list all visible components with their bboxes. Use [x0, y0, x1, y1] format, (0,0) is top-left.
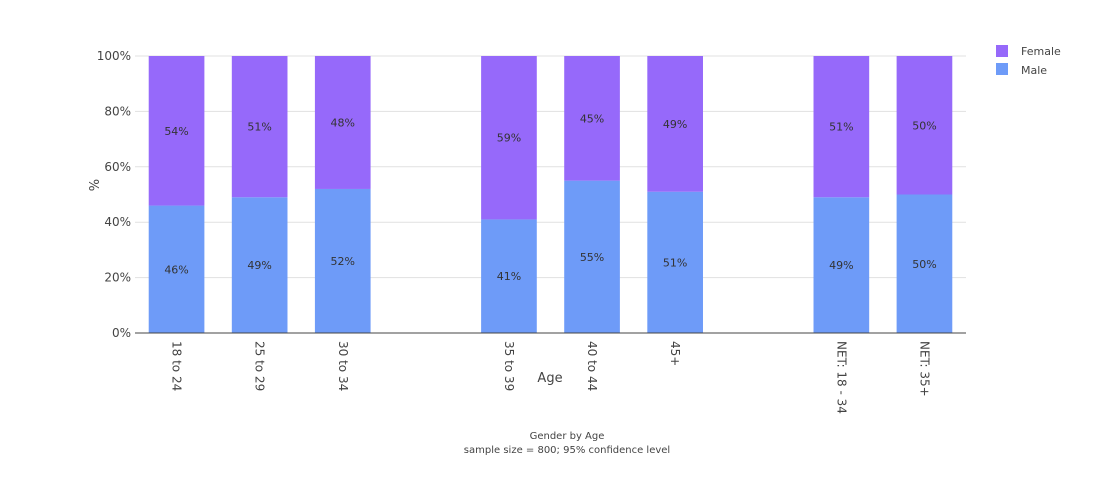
bar-data-label: 52%: [331, 255, 355, 268]
bar-data-label: 50%: [912, 258, 936, 271]
y-tick-label: 0%: [112, 326, 131, 340]
bar-data-label: 51%: [829, 121, 853, 134]
bar-data-label: 54%: [164, 125, 188, 138]
bar-data-label: 51%: [247, 121, 271, 134]
bar-female[interactable]: [231, 56, 288, 198]
bar-male[interactable]: [564, 180, 620, 333]
y-tick-label: 100%: [97, 49, 131, 63]
bar-data-label: 55%: [580, 251, 604, 264]
y-axis-title: %: [88, 179, 103, 191]
bar-male[interactable]: [896, 194, 953, 334]
bar-female[interactable]: [647, 56, 703, 192]
bar-female[interactable]: [564, 56, 620, 181]
bar-data-label: 46%: [164, 263, 188, 276]
bar-female[interactable]: [148, 56, 205, 206]
bar-male[interactable]: [813, 197, 870, 333]
caption-title: Gender by Age: [530, 431, 605, 442]
x-tick-label: NET: 18 - 34: [834, 341, 848, 414]
legend-label-female[interactable]: Female: [1021, 45, 1061, 58]
legend: Female Male: [996, 45, 1061, 77]
legend-swatch-female[interactable]: [996, 45, 1008, 57]
bar-data-label: 49%: [829, 259, 853, 272]
legend-swatch-male[interactable]: [996, 63, 1008, 75]
bar-male[interactable]: [231, 197, 288, 333]
y-axis-ticks: 0% 20% 40% 60% 80% 100%: [97, 49, 131, 340]
x-axis-ticks: 18 to 24 25 to 29 30 to 34 35 to 39 40 to 44…: [170, 341, 932, 414]
x-tick-label: NET: 35+: [917, 341, 931, 397]
x-tick-label: 40 to 44: [585, 341, 599, 391]
bar-female[interactable]: [314, 56, 371, 189]
x-tick-label: 30 to 34: [336, 341, 350, 391]
caption-subtitle: sample size = 800; 95% confidence level: [464, 445, 670, 456]
bars: 46% 54% 49% 51% 52% 48% 41% 59% 55% 45% 51% 49% 49% 5…: [148, 56, 953, 334]
y-tick-label: 80%: [104, 104, 131, 118]
x-tick-label: 25 to 29: [253, 341, 267, 391]
bar-female[interactable]: [481, 56, 537, 220]
bar-male[interactable]: [481, 219, 537, 333]
bar-male[interactable]: [647, 191, 703, 333]
bar-data-label: 49%: [247, 259, 271, 272]
y-tick-label: 20%: [104, 271, 131, 285]
bar-data-label: 45%: [580, 112, 604, 125]
bar-data-label: 41%: [497, 270, 521, 283]
x-tick-label: 45+: [668, 341, 682, 366]
bar-data-label: 48%: [331, 116, 355, 129]
x-axis-title: Age: [537, 371, 562, 386]
y-tick-label: 40%: [104, 215, 131, 229]
y-tick-label: 60%: [104, 160, 131, 174]
x-tick-label: 18 to 24: [170, 341, 184, 391]
legend-label-male[interactable]: Male: [1021, 64, 1047, 77]
bar-male[interactable]: [314, 188, 371, 333]
bar-data-label: 50%: [912, 119, 936, 132]
bar-female[interactable]: [813, 56, 870, 198]
bar-data-label: 51%: [663, 256, 687, 269]
bar-data-label: 49%: [663, 118, 687, 131]
bar-female[interactable]: [896, 56, 953, 195]
x-tick-label: 35 to 39: [502, 341, 516, 391]
bar-data-label: 59%: [497, 132, 521, 145]
bar-male[interactable]: [148, 205, 205, 333]
